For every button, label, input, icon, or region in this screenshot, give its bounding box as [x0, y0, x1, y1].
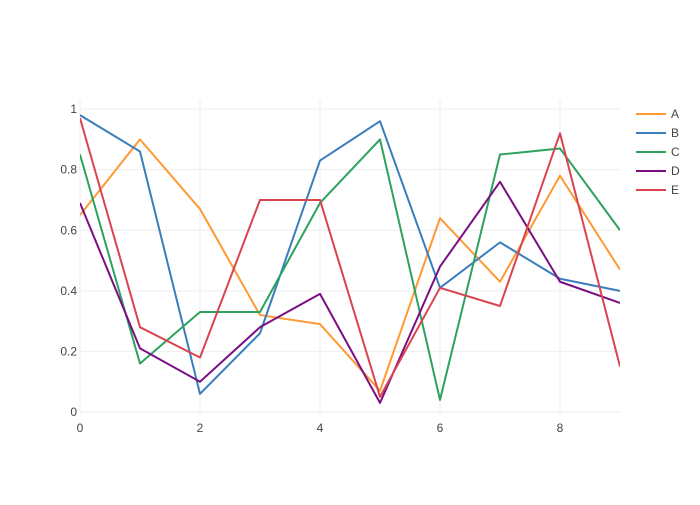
x-tick-label: 4 — [317, 421, 324, 435]
y-tick-label: 0.2 — [60, 344, 77, 358]
series-line-e — [80, 117, 620, 398]
legend-item-a[interactable]: A — [636, 107, 679, 121]
y-tick-label: 0.4 — [60, 284, 77, 298]
legend-item-c[interactable]: C — [636, 145, 680, 159]
series-line-b — [80, 114, 620, 395]
legend-label: B — [671, 126, 679, 140]
x-tick-label: 6 — [437, 421, 444, 435]
x-tick-label: 8 — [557, 421, 564, 435]
y-tick-label: 1 — [70, 102, 77, 116]
legend-label: D — [671, 164, 680, 178]
legend-label: A — [671, 107, 679, 121]
legend-item-e[interactable]: E — [636, 183, 679, 197]
y-tick-label: 0 — [70, 405, 77, 419]
series-line-c — [80, 138, 620, 401]
legend-label: C — [671, 145, 680, 159]
axis-tick-labels: 0 0.2 0.4 0.6 0.8 1 0 2 4 6 8 — [60, 102, 563, 435]
x-tick-label: 0 — [77, 421, 84, 435]
legend-item-b[interactable]: B — [636, 126, 679, 140]
series-line-a — [80, 138, 620, 392]
y-tick-label: 0.6 — [60, 223, 77, 237]
series-lines — [80, 114, 620, 404]
x-tick-label: 2 — [197, 421, 204, 435]
legend-item-d[interactable]: D — [636, 164, 680, 178]
gridlines — [79, 100, 620, 413]
legend-label: E — [671, 183, 679, 197]
y-tick-label: 0.8 — [60, 163, 77, 177]
series-line-d — [80, 180, 620, 404]
